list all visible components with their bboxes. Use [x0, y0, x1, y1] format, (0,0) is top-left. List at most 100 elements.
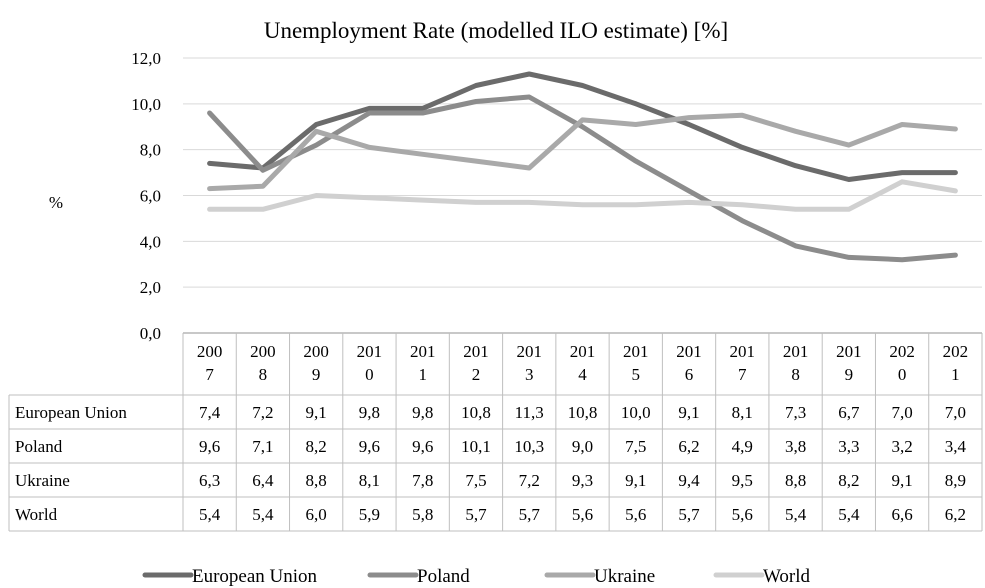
- x-tick-label: 0: [365, 365, 374, 384]
- data-label: 5,4: [785, 505, 807, 524]
- x-tick-label: 1: [418, 365, 427, 384]
- data-label: 7,3: [785, 403, 806, 422]
- x-tick-label: 2: [472, 365, 481, 384]
- data-label: 10,3: [514, 437, 544, 456]
- x-tick-label: 7: [738, 365, 747, 384]
- y-tick-label: 6,0: [140, 187, 161, 206]
- table-row-label: Ukraine: [15, 471, 70, 490]
- data-label: 9,1: [306, 403, 327, 422]
- x-tick-label: 9: [845, 365, 854, 384]
- data-label: 9,1: [891, 471, 912, 490]
- data-label: 6,6: [891, 505, 912, 524]
- data-label: 7,2: [519, 471, 540, 490]
- x-tick-label: 6: [685, 365, 694, 384]
- data-label: 9,0: [572, 437, 593, 456]
- x-tick-label: 201: [676, 342, 702, 361]
- legend-label-ukraine: Ukraine: [594, 566, 655, 587]
- data-label: 5,4: [252, 505, 274, 524]
- y-tick-label: 0,0: [140, 324, 161, 343]
- x-tick-label: 8: [791, 365, 800, 384]
- data-label: 7,5: [465, 471, 486, 490]
- data-label: 3,2: [891, 437, 912, 456]
- x-tick-label: 201: [783, 342, 809, 361]
- series-line-ukraine: [207, 112, 958, 192]
- data-label: 5,6: [572, 505, 593, 524]
- x-tick-label: 201: [570, 342, 596, 361]
- data-label: 6,7: [838, 403, 860, 422]
- data-label: 8,8: [306, 471, 327, 490]
- data-label: 5,7: [678, 505, 700, 524]
- series-line-european-union: [207, 71, 958, 182]
- data-label: 6,4: [252, 471, 274, 490]
- data-label: 3,8: [785, 437, 806, 456]
- data-label: 5,6: [625, 505, 646, 524]
- x-tick-label: 1: [951, 365, 960, 384]
- data-label: 5,8: [412, 505, 433, 524]
- chart-title: Unemployment Rate (modelled ILO estimate…: [264, 18, 728, 43]
- x-tick-label: 201: [410, 342, 436, 361]
- data-label: 8,2: [838, 471, 859, 490]
- series-lines: [207, 71, 958, 263]
- data-label: 9,6: [359, 437, 380, 456]
- table-row-label: European Union: [15, 403, 127, 422]
- data-label: 6,2: [945, 505, 966, 524]
- y-tick-label: 8,0: [140, 141, 161, 160]
- data-label: 5,9: [359, 505, 380, 524]
- data-label: 5,7: [465, 505, 487, 524]
- x-tick-label: 201: [836, 342, 862, 361]
- data-label: 3,3: [838, 437, 859, 456]
- x-tick-label: 201: [730, 342, 756, 361]
- y-tick-label: 4,0: [140, 232, 161, 251]
- data-label: 9,8: [412, 403, 433, 422]
- x-tick-label: 4: [578, 365, 587, 384]
- data-label: 7,0: [891, 403, 912, 422]
- data-label: 7,4: [199, 403, 221, 422]
- data-label: 8,2: [306, 437, 327, 456]
- data-label: 9,1: [678, 403, 699, 422]
- data-label: 7,0: [945, 403, 966, 422]
- x-tick-label: 7: [205, 365, 214, 384]
- data-label: 9,6: [199, 437, 220, 456]
- x-tick-label: 5: [632, 365, 641, 384]
- y-tick-label: 12,0: [131, 49, 161, 68]
- data-label: 10,1: [461, 437, 491, 456]
- x-tick-label: 202: [943, 342, 969, 361]
- x-tick-label: 200: [303, 342, 329, 361]
- data-label: 6,3: [199, 471, 220, 490]
- legend-label-poland: Poland: [417, 566, 470, 587]
- data-label: 8,1: [732, 403, 753, 422]
- data-label: 8,1: [359, 471, 380, 490]
- data-label: 9,5: [732, 471, 753, 490]
- data-label: 7,5: [625, 437, 646, 456]
- data-label: 9,3: [572, 471, 593, 490]
- x-tick-label: 9: [312, 365, 321, 384]
- x-tick-label: 202: [889, 342, 915, 361]
- table-row-label: World: [15, 505, 58, 524]
- data-label: 6,2: [678, 437, 699, 456]
- y-tick-labels: 0,0 2,0 4,0 6,0 8,0 10,0 12,0: [131, 49, 161, 343]
- x-tick-label: 201: [516, 342, 542, 361]
- x-tick-label: 201: [623, 342, 649, 361]
- data-label: 7,8: [412, 471, 433, 490]
- legend-label-european-union: European Union: [192, 566, 318, 587]
- data-label: 9,1: [625, 471, 646, 490]
- data-label: 9,6: [412, 437, 433, 456]
- x-tick-label: 200: [250, 342, 276, 361]
- data-label: 6,0: [306, 505, 327, 524]
- y-axis-label: %: [49, 193, 63, 212]
- data-label: 8,8: [785, 471, 806, 490]
- data-label: 9,4: [678, 471, 700, 490]
- table-row-label: Poland: [15, 437, 63, 456]
- data-label: 5,4: [838, 505, 860, 524]
- y-tick-label: 2,0: [140, 278, 161, 297]
- x-tick-label: 201: [357, 342, 383, 361]
- y-tick-label: 10,0: [131, 95, 161, 114]
- data-label: 5,4: [199, 505, 221, 524]
- gridlines: [183, 57, 982, 288]
- data-label: 3,4: [945, 437, 967, 456]
- data-label: 10,0: [621, 403, 651, 422]
- data-label: 5,7: [519, 505, 541, 524]
- data-label: 9,8: [359, 403, 380, 422]
- data-label: 5,6: [732, 505, 753, 524]
